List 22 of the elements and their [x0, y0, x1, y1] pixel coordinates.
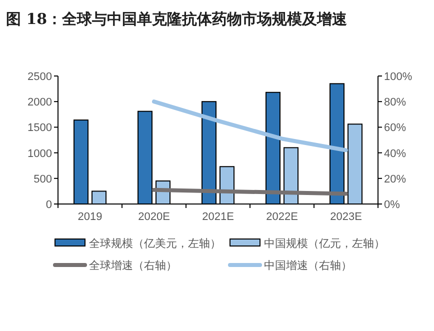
y2-tick-label: 40%: [384, 148, 406, 160]
legend-label: 全球规模（亿美元，左轴）: [89, 237, 221, 250]
y2-tick-label: 80%: [384, 96, 406, 109]
legend-label: 全球增速（右轴）: [89, 259, 177, 272]
y-tick-label: 0: [46, 199, 52, 211]
y-tick-label: 500: [34, 173, 52, 186]
x-tick-label: 2022E: [266, 211, 298, 223]
y-tick-label: 2500: [28, 71, 52, 83]
x-tick-label: 2020E: [138, 211, 170, 223]
legend-label: 中国增速（右轴）: [264, 259, 352, 272]
y2-tick-label: 60%: [384, 122, 406, 134]
y2-tick-label: 20%: [384, 173, 406, 186]
x-tick-label: 2021E: [202, 211, 234, 223]
y-tick-label: 1500: [28, 122, 52, 134]
x-tick-label: 2019: [78, 211, 102, 223]
chart-title: 图 18：全球与中国单克隆抗体药物市场规模及增速: [6, 10, 348, 28]
x-tick-label: 2023E: [330, 211, 362, 223]
y2-tick-label: 100%: [384, 71, 412, 83]
y-tick-label: 2000: [28, 96, 52, 109]
y2-tick-label: 0%: [384, 199, 400, 211]
y-tick-label: 1000: [28, 148, 52, 160]
legend-label: 中国规模（亿元，左轴）: [264, 237, 385, 250]
